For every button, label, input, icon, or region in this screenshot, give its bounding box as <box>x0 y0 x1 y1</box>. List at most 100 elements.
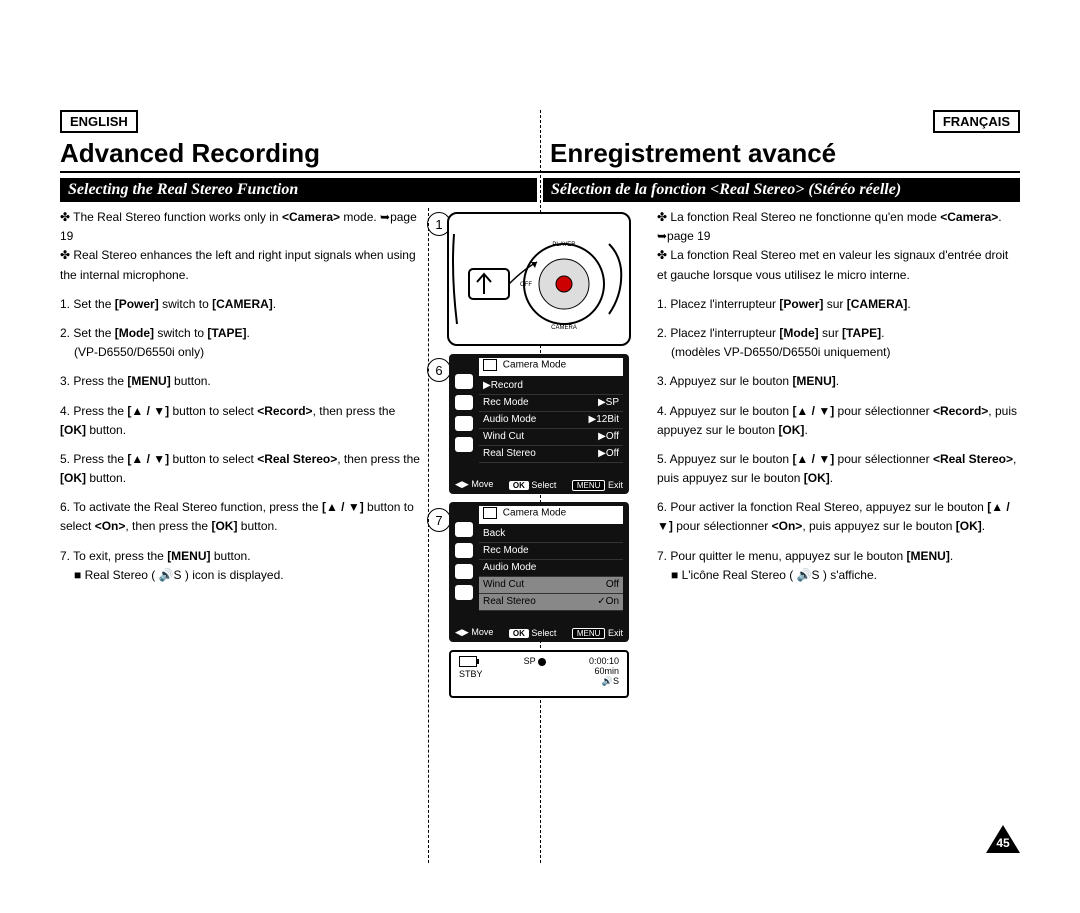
t: STBY <box>459 669 483 679</box>
intro-text: ✤ The Real Stereo function works only in <box>60 210 279 224</box>
lcd-menu-1: Camera Mode ▶Record Rec Mode▶SP Audio Mo… <box>449 354 629 494</box>
heading-english: Advanced Recording <box>60 138 540 173</box>
t: 7. To exit, press the <box>60 549 164 563</box>
step-4: 4. Appuyez sur le bouton [▲ / ▼] pour sé… <box>657 402 1020 440</box>
t: Camera Mode <box>503 508 566 519</box>
step-marker-6: 6 <box>427 358 451 382</box>
t: <Record> <box>257 404 312 418</box>
intro-bold: <Camera> <box>940 210 998 224</box>
t: . <box>950 549 953 563</box>
t: Audio Mode <box>483 560 536 576</box>
lcd-menu-2: Camera Mode Back Rec Mode Audio Mode Win… <box>449 502 629 642</box>
t: Real Stereo <box>483 594 536 610</box>
t: 6. To activate the Real Stereo function,… <box>60 500 319 514</box>
t: 3. Appuyez sur le bouton <box>657 374 789 388</box>
t: 4. Appuyez sur le bouton <box>657 404 789 418</box>
status-right: 0:00:10 60min 🔊S <box>589 656 619 692</box>
t: ▶Off <box>598 446 619 462</box>
column-illustrations: 1 PLAYER OFF CAMERA <box>428 208 649 863</box>
lang-english: ENGLISH <box>60 110 138 133</box>
t: Wind Cut <box>483 577 524 593</box>
row: Audio Mode <box>479 560 623 577</box>
t: . <box>830 471 833 485</box>
t: Audio Mode <box>483 412 536 428</box>
status-mid: SP <box>524 656 548 692</box>
t: <On> <box>772 519 803 533</box>
column-french: ✤ La fonction Real Stereo ne fonctionne … <box>649 208 1020 863</box>
t: button to select <box>172 452 253 466</box>
lcd2-side-icons <box>455 522 473 600</box>
t: [CAMERA] <box>847 297 908 311</box>
t: button. <box>241 519 278 533</box>
lcd1-rows: ▶Record Rec Mode▶SP Audio Mode▶12Bit Win… <box>479 378 623 463</box>
row: Wind Cut▶Off <box>479 429 623 446</box>
step-6: 6. To activate the Real Stereo function,… <box>60 498 420 536</box>
t: button. <box>89 423 126 437</box>
subhead-english: Selecting the Real Stereo Function <box>60 178 537 202</box>
t: button. <box>89 471 126 485</box>
step-5: 5. Appuyez sur le bouton [▲ / ▼] pour sé… <box>657 450 1020 488</box>
t: ▶Off <box>598 429 619 445</box>
page-number: 45 <box>986 836 1020 850</box>
intro2-text: ✤ La fonction Real Stereo met en valeur … <box>657 246 1020 284</box>
t: [Power] <box>115 297 159 311</box>
step-7: 7. To exit, press the [MENU] button. ■ R… <box>60 547 420 585</box>
t: [▲ / ▼] <box>322 500 364 514</box>
t: Exit <box>608 480 623 490</box>
speaker-icon: 🔊S <box>602 676 619 686</box>
battery-icon <box>459 656 477 667</box>
svg-text:PLAYER: PLAYER <box>552 242 576 248</box>
t: 6. Pour activer la fonction Real Stereo,… <box>657 500 984 514</box>
t: sur <box>827 297 844 311</box>
t: . <box>804 423 807 437</box>
t: [MENU] <box>792 374 835 388</box>
t: 7. Pour quitter le menu, appuyez sur le … <box>657 549 903 563</box>
t: button. <box>174 374 211 388</box>
row-selected: Real Stereo ✓On <box>479 594 623 611</box>
svg-text:CAMERA: CAMERA <box>551 325 577 331</box>
t: [MENU] <box>127 374 170 388</box>
tape-icon <box>455 543 473 558</box>
t: (modèles VP-D6550/D6550i uniquement) <box>671 345 890 359</box>
intro2-text: ✤ Real Stereo enhances the left and righ… <box>60 246 420 284</box>
t: . <box>982 519 985 533</box>
t: button to select <box>172 404 253 418</box>
status-left: STBY <box>459 656 483 692</box>
language-labels: ENGLISH FRANÇAIS <box>60 110 1020 133</box>
step-2: 2. Set the [Mode] switch to [TAPE]. (VP-… <box>60 324 420 362</box>
camera-icon <box>455 374 473 389</box>
lcd1-side-icons <box>455 374 473 452</box>
heading-french: Enregistrement avancé <box>540 138 1020 173</box>
t: 0:00:10 <box>589 656 619 666</box>
lcd1-title: Camera Mode <box>479 358 623 376</box>
lcd2-bottom: ◀▶ Move OK Select MENU Exit <box>455 627 623 638</box>
t: pour sélectionner <box>676 519 768 533</box>
row: Rec Mode <box>479 543 623 560</box>
t: SP <box>524 656 536 666</box>
t: Select <box>531 628 556 638</box>
t: 5. Press the <box>60 452 124 466</box>
t: Select <box>531 480 556 490</box>
lcd1-bottom: ◀▶ Move OK Select MENU Exit <box>455 479 623 490</box>
t: ■ Real Stereo ( 🔊S ) icon is displayed. <box>74 568 284 582</box>
t: [Mode] <box>779 326 818 340</box>
t: Real Stereo <box>483 446 536 462</box>
t: ✓On <box>597 594 619 610</box>
camera-dial-illustration: PLAYER OFF CAMERA <box>447 212 631 346</box>
row: Audio Mode▶12Bit <box>479 412 623 429</box>
t: , then press the <box>125 519 208 533</box>
lcd-status: STBY SP 0:00:10 60min 🔊S <box>449 650 629 698</box>
t: 1. Placez l'interrupteur <box>657 297 776 311</box>
svg-text:OFF: OFF <box>520 282 532 288</box>
row: Real Stereo ▶Off <box>479 446 623 463</box>
t: . <box>907 297 910 311</box>
t: . <box>273 297 276 311</box>
t: . <box>881 326 884 340</box>
t: [▲ / ▼] <box>792 404 834 418</box>
t: 60min <box>594 666 619 676</box>
lcd2-title: Camera Mode <box>479 506 623 524</box>
camcorder-icon <box>483 507 497 519</box>
step-5: 5. Press the [▲ / ▼] button to select <R… <box>60 450 420 488</box>
t: [OK] <box>60 471 86 485</box>
subhead-french: Sélection de la fonction <Real Stereo> (… <box>543 178 1020 202</box>
